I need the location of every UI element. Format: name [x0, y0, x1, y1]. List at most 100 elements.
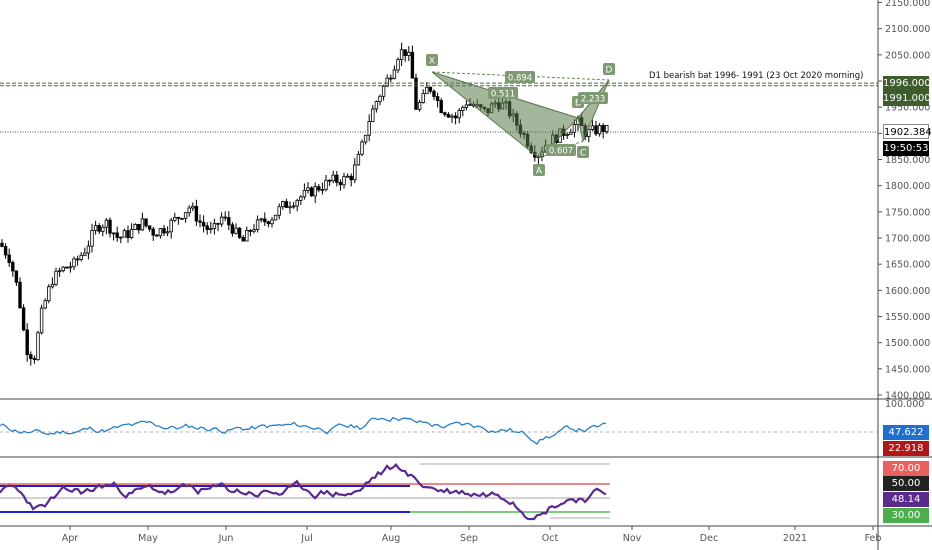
candle-body — [234, 227, 238, 234]
candle-body — [590, 125, 595, 130]
rsi-tick-label: 100.000 — [885, 399, 924, 410]
pattern-point-label: C — [580, 149, 586, 159]
candle-body — [43, 300, 47, 309]
candle-body — [309, 187, 314, 197]
candle-body — [302, 190, 307, 198]
candle-body — [457, 110, 461, 119]
candle-body — [435, 96, 440, 101]
pattern-point-badge — [577, 146, 589, 158]
candle-body — [396, 59, 400, 71]
candle-body — [47, 286, 51, 302]
price-tick-label: 2050.000 — [885, 50, 930, 61]
candle-body — [108, 219, 112, 234]
candle-body — [169, 219, 173, 233]
candle-body — [65, 266, 69, 269]
candle-body — [338, 181, 343, 186]
candle-body — [295, 200, 299, 207]
candle-body — [288, 206, 292, 209]
time-tick-label: Sep — [460, 533, 478, 544]
candle-body — [194, 205, 199, 222]
candle-body — [39, 307, 44, 334]
price-tick-label: 1950.000 — [885, 103, 930, 114]
candle-body — [237, 227, 242, 238]
candle-body — [230, 224, 235, 234]
candle-body — [259, 218, 263, 221]
candle-body — [306, 187, 310, 191]
stoch-mid-label: 50.00 — [883, 476, 929, 491]
candle-body — [464, 104, 469, 108]
candle-body — [389, 77, 393, 80]
candle-body — [155, 234, 159, 237]
candle-body — [248, 230, 253, 232]
candle-body — [432, 90, 436, 97]
candle-body — [7, 254, 11, 263]
candle-body — [245, 230, 249, 242]
pattern-point-label: X — [429, 57, 435, 67]
time-tick-label: 2021 — [783, 533, 807, 544]
candle-body — [205, 225, 209, 230]
candle-body — [417, 102, 422, 110]
candle-body — [317, 186, 321, 191]
time-tick-label: Apr — [62, 533, 79, 544]
candle-body — [57, 270, 62, 273]
price-tick-label: 1650.000 — [885, 260, 930, 271]
candle-body — [446, 114, 451, 118]
pattern-ratio-badge — [578, 92, 608, 104]
candle-body — [378, 95, 382, 102]
candle-body — [594, 125, 598, 135]
candle-body — [147, 225, 152, 230]
pattern-point-badge — [533, 164, 545, 176]
pattern-point-label: A — [536, 167, 543, 177]
candle-body — [180, 217, 184, 220]
candle-body — [291, 205, 296, 208]
candle-body — [277, 206, 281, 216]
candle-body — [75, 258, 80, 261]
pattern-ratio-label: 2.233 — [581, 95, 605, 105]
candle-body — [3, 246, 8, 256]
candle-body — [140, 218, 145, 231]
pattern-ratio-label: 0.607 — [549, 147, 573, 157]
candle-body — [601, 125, 605, 133]
candle-body — [597, 125, 602, 135]
candle-body — [25, 329, 29, 356]
candle-body — [241, 237, 245, 242]
candle-body — [331, 174, 335, 182]
candle-body — [183, 212, 188, 219]
countdown-label: 19:50:53 — [883, 141, 929, 156]
candle-body — [266, 221, 271, 225]
time-tick-label: May — [138, 533, 158, 544]
pattern-point-label: B — [575, 99, 581, 109]
level-high-label: 1996.000 — [883, 76, 931, 91]
candle-body — [119, 236, 123, 239]
candle-body — [342, 176, 346, 186]
candle-body — [176, 216, 181, 219]
pattern-ratio-badge — [505, 71, 535, 83]
candle-body — [421, 93, 425, 103]
price-tick-label: 1400.000 — [885, 391, 930, 402]
price-tick-label: 1850.000 — [885, 155, 930, 166]
candle-body — [450, 115, 454, 118]
candle-body — [83, 252, 87, 256]
candle-body — [158, 228, 163, 237]
candle-body — [335, 174, 339, 183]
price-tick-label: 1700.000 — [885, 234, 930, 245]
candle-body — [273, 214, 278, 221]
last-price-label: 1902.384 — [883, 124, 932, 139]
pattern-annotation: D1 bearish bat 1996- 1991 (23 Oct 2020 m… — [649, 71, 863, 81]
candle-body — [281, 201, 285, 208]
price-tick-label: 2100.000 — [885, 24, 930, 35]
candle-body — [381, 85, 386, 97]
candle-body — [284, 201, 289, 208]
candle-body — [0, 242, 4, 247]
candle-body — [126, 230, 130, 239]
candle-body — [209, 228, 213, 230]
price-tick-label: 1550.000 — [885, 312, 930, 323]
candle-body — [439, 100, 443, 114]
candle-body — [104, 219, 109, 228]
candle-body — [122, 230, 127, 238]
candle-body — [403, 49, 407, 56]
stoch-value-label: 48.14 — [883, 492, 929, 507]
time-tick-label: Dec — [700, 533, 718, 544]
